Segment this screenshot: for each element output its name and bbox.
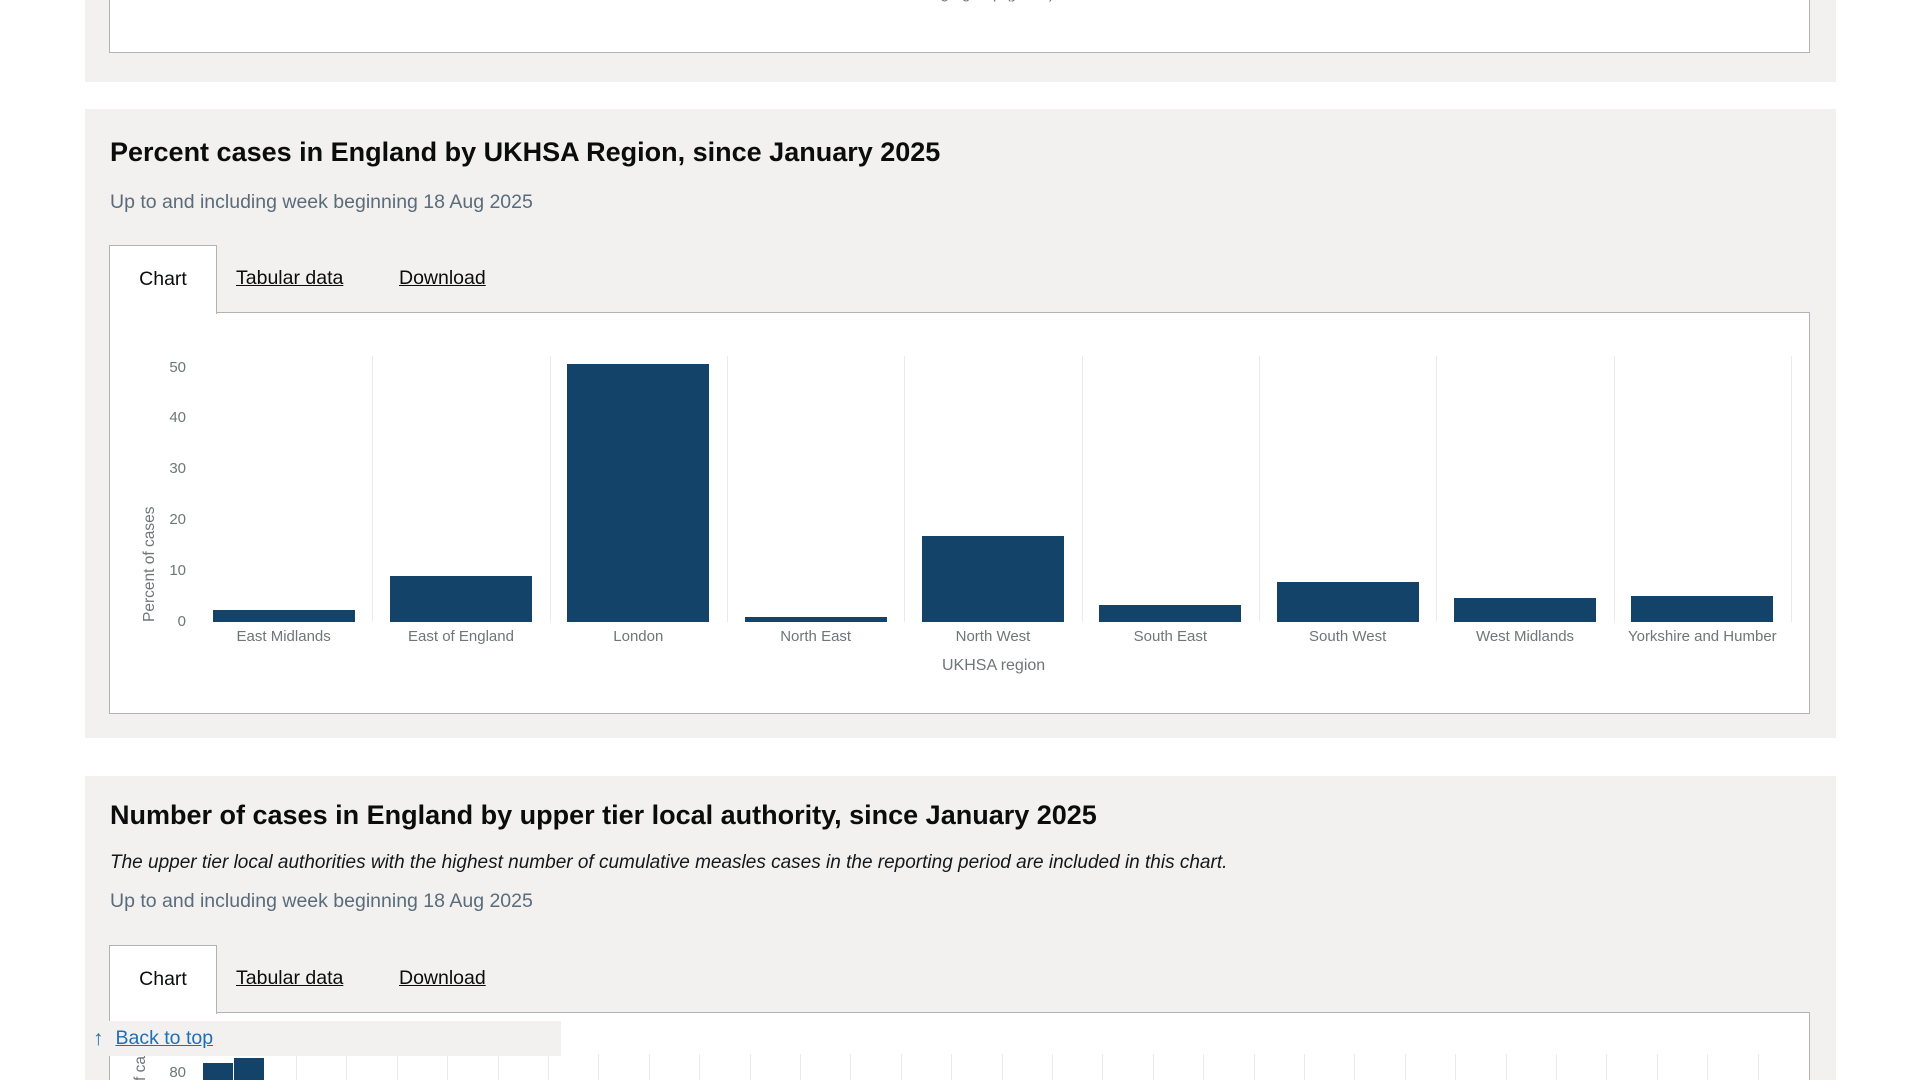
bar bbox=[922, 535, 1064, 622]
category-gridline bbox=[1707, 1054, 1708, 1080]
age-group-chart-card-partial: Age group (years) bbox=[109, 0, 1810, 53]
x-category-label: South East bbox=[1133, 628, 1208, 645]
region-section-title: Percent cases in England by UKHSA Region… bbox=[110, 137, 941, 167]
region-chart-canvas: Percent of cases UKHSA region 0 10 20 30 40 5… bbox=[110, 313, 1809, 713]
bar bbox=[1454, 597, 1596, 622]
category-gridline bbox=[447, 1054, 448, 1080]
bar-partial bbox=[233, 1057, 264, 1080]
category-gridline bbox=[1052, 1054, 1053, 1080]
category-gridline bbox=[951, 1054, 952, 1080]
x-category-label: West Midlands bbox=[1475, 628, 1575, 645]
category-gridline bbox=[1304, 1054, 1305, 1080]
category-gridline bbox=[1354, 1054, 1355, 1080]
tab-download[interactable]: Download bbox=[399, 267, 486, 289]
bar bbox=[1631, 595, 1774, 622]
category-gridline bbox=[372, 356, 374, 622]
tab-tabular-data[interactable]: Tabular data bbox=[236, 267, 344, 289]
category-gridline bbox=[598, 1054, 599, 1080]
x-category-label: East Midlands bbox=[236, 628, 331, 645]
category-gridline bbox=[901, 1054, 902, 1080]
category-gridline bbox=[1506, 1054, 1507, 1080]
category-gridline bbox=[1405, 1054, 1406, 1080]
category-gridline bbox=[346, 1054, 347, 1080]
category-gridline bbox=[649, 1054, 650, 1080]
category-gridline bbox=[1436, 356, 1438, 622]
x-category-label: Yorkshire and Humber bbox=[1627, 628, 1777, 645]
category-gridline bbox=[904, 356, 906, 622]
bar-partial bbox=[203, 1062, 233, 1080]
bar bbox=[1276, 581, 1419, 622]
back-to-top-link[interactable]: Back to top bbox=[115, 1027, 214, 1049]
category-gridline bbox=[1791, 356, 1792, 622]
category-gridline bbox=[727, 356, 728, 622]
x-category-label: East of England bbox=[408, 628, 514, 645]
x-category-label: London bbox=[613, 628, 664, 645]
category-gridline bbox=[498, 1054, 499, 1080]
utla-section-subtitle: Up to and including week beginning 18 Au… bbox=[110, 890, 533, 912]
category-gridline bbox=[1081, 356, 1083, 622]
bar bbox=[567, 364, 710, 622]
category-gridline bbox=[800, 1054, 801, 1080]
y-tick-label: 50 bbox=[169, 358, 186, 376]
y-tick-label: 20 bbox=[169, 511, 186, 529]
category-gridline bbox=[1254, 1054, 1255, 1080]
tab-download-utla[interactable]: Download bbox=[399, 967, 486, 989]
category-gridline bbox=[397, 1054, 398, 1080]
category-gridline bbox=[1455, 1054, 1456, 1080]
utla-section-note: The upper tier local authorities with th… bbox=[110, 852, 1228, 873]
category-gridline bbox=[296, 1054, 297, 1080]
region-section: Percent cases in England by UKHSA Region… bbox=[85, 109, 1836, 738]
up-arrow-icon: ↑ bbox=[93, 1026, 104, 1050]
y-tick-label: 10 bbox=[169, 562, 186, 580]
category-gridline bbox=[1657, 1054, 1658, 1080]
tab-chart-utla[interactable]: Chart bbox=[109, 945, 217, 1014]
tab-tabular-data-utla[interactable]: Tabular data bbox=[236, 967, 344, 989]
category-gridline bbox=[699, 1054, 700, 1080]
region-chart-xaxis-title: UKHSA region bbox=[942, 657, 1046, 674]
utla-section-title: Number of cases in England by upper tier… bbox=[110, 800, 1097, 830]
region-section-subtitle: Up to and including week beginning 18 Au… bbox=[110, 191, 533, 213]
bar bbox=[744, 616, 887, 622]
bar bbox=[1099, 604, 1242, 622]
age-group-section-partial: Age group (years) bbox=[85, 0, 1836, 82]
region-chart-panel: Percent of cases UKHSA region 0 10 20 30 40 5… bbox=[109, 312, 1810, 714]
bar bbox=[212, 609, 355, 622]
tab-chart[interactable]: Chart bbox=[109, 245, 217, 314]
category-gridline bbox=[1259, 356, 1260, 622]
category-gridline bbox=[1613, 356, 1615, 622]
category-gridline bbox=[1153, 1054, 1154, 1080]
category-gridline bbox=[548, 1054, 549, 1080]
age-group-xaxis-title: Age group (years) bbox=[930, 0, 1054, 3]
category-gridline bbox=[1102, 1054, 1103, 1080]
category-gridline bbox=[750, 1054, 751, 1080]
category-gridline bbox=[1203, 1054, 1204, 1080]
x-category-label: North West bbox=[955, 628, 1031, 645]
utla-ytick-80: 80 bbox=[169, 1064, 186, 1080]
x-category-label: North East bbox=[780, 628, 852, 645]
back-to-top-bar: ↑ Back to top bbox=[85, 1021, 561, 1056]
utla-chart-canvas: Number of cases 80 bbox=[110, 1013, 1809, 1080]
category-gridline bbox=[1556, 1054, 1557, 1080]
category-gridline bbox=[1606, 1054, 1607, 1080]
category-gridline bbox=[850, 1054, 851, 1080]
category-gridline bbox=[1758, 1054, 1759, 1080]
y-tick-label: 0 bbox=[177, 613, 186, 630]
region-chart-ylabel: Percent of cases bbox=[141, 506, 158, 622]
y-tick-label: 30 bbox=[169, 460, 186, 478]
category-gridline bbox=[1002, 1054, 1003, 1080]
bar bbox=[390, 575, 532, 622]
x-category-label: South West bbox=[1309, 628, 1387, 645]
y-tick-label: 40 bbox=[169, 409, 186, 427]
category-gridline bbox=[549, 356, 551, 622]
